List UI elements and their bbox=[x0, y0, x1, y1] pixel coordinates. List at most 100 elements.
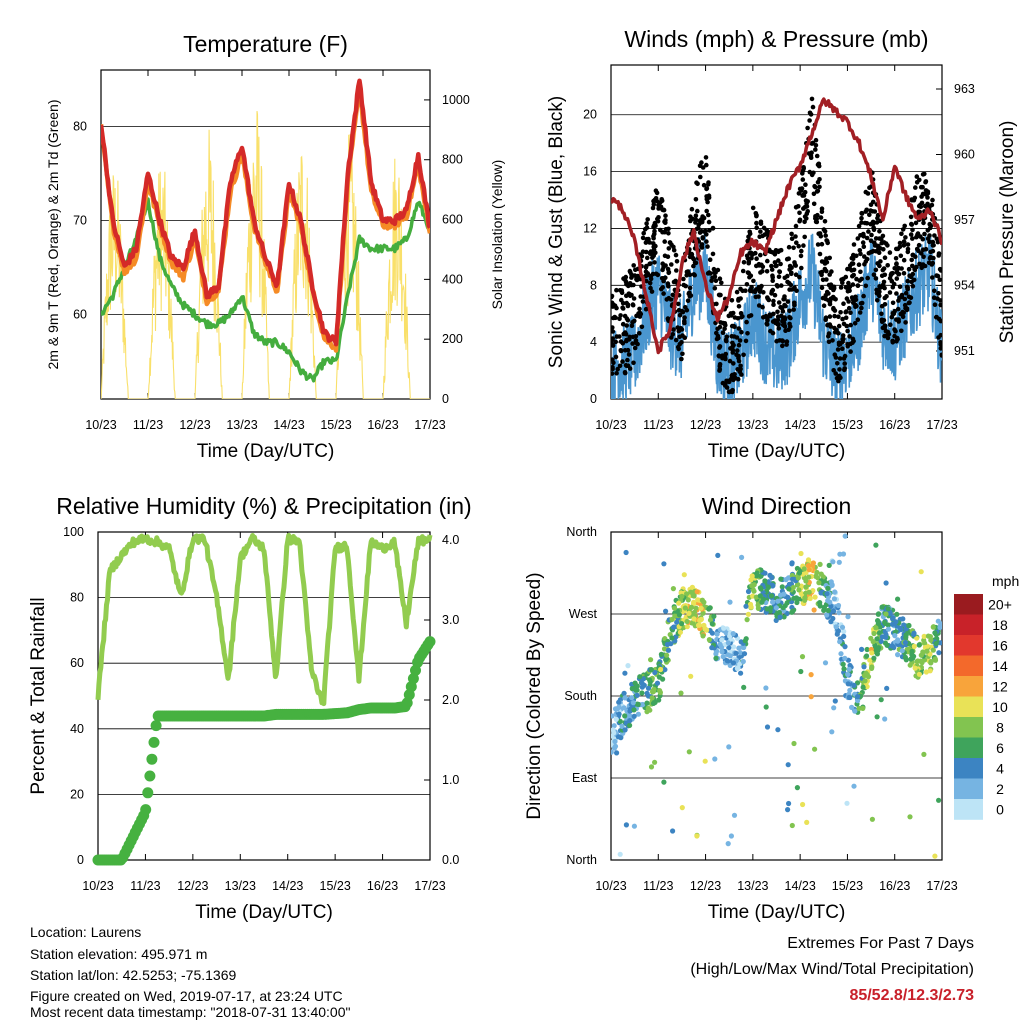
direction-point bbox=[789, 561, 795, 567]
winds-gust-point bbox=[622, 370, 628, 376]
winds-gust-point bbox=[637, 310, 643, 316]
direction-point bbox=[796, 587, 802, 593]
winds-gust-point bbox=[819, 241, 825, 247]
direction-point bbox=[777, 614, 783, 620]
direction-point bbox=[871, 655, 877, 661]
winds-gust-point bbox=[769, 267, 775, 272]
winds-gust-point bbox=[885, 263, 890, 268]
winds-gust-point bbox=[897, 240, 903, 246]
direction-point bbox=[763, 704, 769, 710]
winds-gust-point bbox=[796, 191, 802, 196]
winds-gust-point bbox=[713, 278, 719, 284]
winds-xtick-label: 14/23 bbox=[785, 418, 816, 432]
direction-point bbox=[885, 626, 892, 632]
winds-gust-point bbox=[895, 306, 901, 312]
winds-gust-point bbox=[805, 209, 810, 214]
winds-gust-point bbox=[785, 299, 791, 304]
direction-point bbox=[648, 667, 654, 673]
direction-point bbox=[911, 630, 917, 636]
direction-point bbox=[648, 764, 655, 770]
temperature-xtick-label: 13/23 bbox=[226, 418, 257, 432]
winds-y2tick-label: 960 bbox=[954, 148, 975, 162]
direction-point bbox=[883, 580, 889, 586]
winds-gust-point bbox=[650, 205, 656, 211]
winds-gust-point bbox=[847, 266, 853, 272]
winds-gust-point bbox=[731, 361, 736, 366]
winds-gust-point bbox=[716, 353, 722, 359]
direction-ytick-label: North bbox=[566, 525, 597, 539]
winds-gust-point bbox=[798, 253, 804, 259]
direction-point bbox=[631, 707, 637, 713]
direction-xtick-label: 10/23 bbox=[595, 879, 626, 893]
winds-gust-point bbox=[775, 309, 780, 315]
winds-gust-point bbox=[833, 355, 839, 360]
direction-point bbox=[691, 599, 697, 605]
winds-gust-point bbox=[812, 183, 817, 189]
winds-gust-point bbox=[663, 213, 668, 218]
colorbar-swatch bbox=[954, 778, 983, 800]
winds-gust-point bbox=[770, 278, 775, 284]
direction-point bbox=[760, 596, 767, 602]
winds-gust-point bbox=[897, 295, 902, 300]
winds-gust-point bbox=[823, 293, 829, 298]
direction-point bbox=[736, 645, 742, 651]
winds-gust-point bbox=[633, 267, 638, 273]
direction-point bbox=[869, 650, 875, 656]
winds-gust-point bbox=[872, 240, 877, 245]
winds-gust-point bbox=[845, 341, 850, 347]
winds-gust-point bbox=[851, 242, 857, 247]
winds-gust-point bbox=[845, 328, 850, 334]
direction-point bbox=[827, 599, 833, 605]
winds-gust-point bbox=[868, 238, 874, 243]
colorbar-swatch bbox=[954, 635, 983, 656]
winds-gust-point bbox=[693, 197, 699, 202]
winds-gust-point bbox=[906, 266, 912, 272]
winds-gust-point bbox=[938, 302, 942, 308]
winds-gust-point bbox=[673, 252, 679, 258]
winds-gust-point bbox=[679, 327, 685, 332]
direction-point bbox=[721, 625, 727, 631]
winds-gust-point bbox=[741, 260, 747, 265]
winds-gust-point bbox=[910, 263, 915, 269]
info-latlon: Station lat/lon: 42.5253; -75.1369 bbox=[30, 967, 237, 983]
winds-gust-point bbox=[792, 302, 797, 308]
winds-gust-point bbox=[797, 274, 802, 280]
winds-gust-point bbox=[770, 273, 775, 279]
winds-gust-point bbox=[648, 285, 653, 291]
winds-gust-point bbox=[826, 339, 832, 345]
direction-point bbox=[834, 631, 840, 637]
winds-gust-point bbox=[930, 260, 935, 266]
colorbar-label: 12 bbox=[992, 678, 1008, 694]
winds-xtick-label: 16/23 bbox=[879, 418, 910, 432]
direction-point bbox=[737, 650, 744, 656]
winds-gust-point bbox=[793, 272, 799, 278]
direction-point bbox=[778, 576, 784, 582]
winds-gust-point bbox=[819, 259, 825, 264]
winds-gust-point bbox=[710, 226, 716, 231]
humidity-rain-point bbox=[148, 736, 160, 748]
winds-gust-point bbox=[728, 311, 734, 316]
direction-point bbox=[907, 662, 913, 668]
winds-gust-point bbox=[631, 296, 637, 301]
winds-xtick-label: 17/23 bbox=[926, 418, 957, 432]
direction-point bbox=[808, 672, 814, 678]
temperature-xtick-label: 15/23 bbox=[320, 418, 351, 432]
winds-gust-point bbox=[832, 308, 838, 313]
winds-gust-point bbox=[691, 256, 697, 262]
winds-gust-point bbox=[880, 282, 886, 288]
winds-y2tick-label: 951 bbox=[954, 344, 975, 358]
direction-point bbox=[908, 656, 914, 662]
winds-gust-point bbox=[717, 276, 723, 282]
temperature-ylabel: 2m & 9m T (Red, Orange) & 2m Td (Green) bbox=[45, 100, 61, 370]
direction-point bbox=[679, 805, 685, 811]
temperature-xtick-label: 16/23 bbox=[367, 418, 398, 432]
direction-point bbox=[745, 611, 752, 617]
winds-gust-point bbox=[836, 340, 842, 346]
humidity-xtick-label: 16/23 bbox=[367, 879, 398, 893]
colorbar-label: 20+ bbox=[988, 596, 1012, 612]
winds-gust-point bbox=[618, 348, 624, 354]
winds-gust-point bbox=[890, 300, 896, 306]
winds-gust-point bbox=[654, 190, 660, 196]
direction-point bbox=[935, 618, 941, 624]
winds-gust-point bbox=[757, 289, 763, 294]
